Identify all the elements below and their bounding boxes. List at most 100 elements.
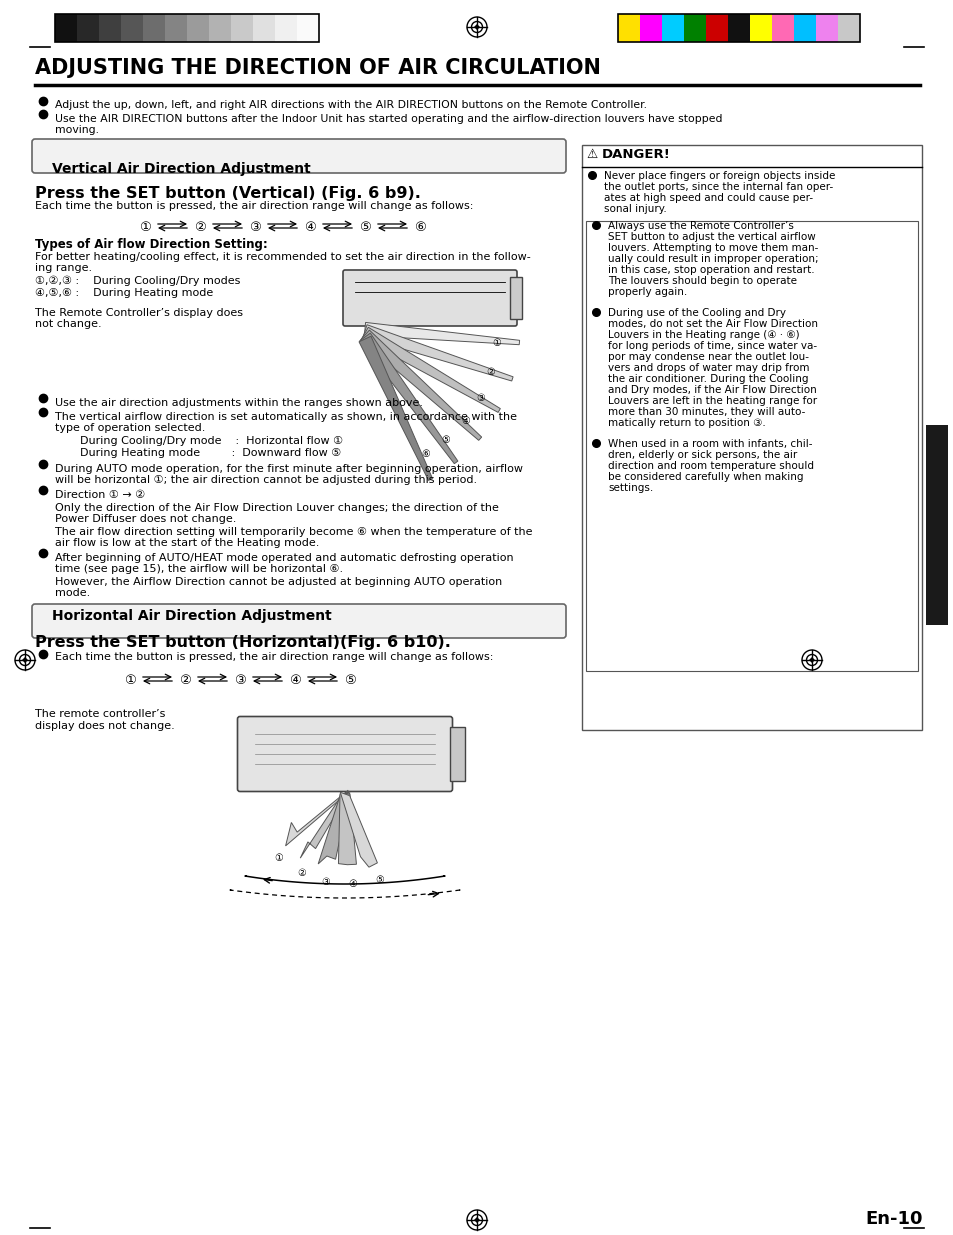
Bar [296,14,318,42]
Text: ①: ① [139,221,151,233]
Bar [727,14,749,42]
Text: The vertical airflow direction is set automatically as shown, in accordance with: The vertical airflow direction is set au… [55,412,517,422]
Text: ⑤: ⑤ [375,874,384,884]
Bar [793,14,815,42]
Bar [99,14,121,42]
Text: ing range.: ing range. [35,263,92,273]
Bar [705,14,727,42]
Text: Never place fingers or foreign objects inside: Never place fingers or foreign objects i… [603,170,835,182]
Bar [121,14,143,42]
Polygon shape [318,793,350,864]
Text: ①: ① [274,853,283,863]
Text: ③: ③ [476,393,484,403]
Bar [209,14,231,42]
Text: Use the AIR DIRECTION buttons after the Indoor Unit has started operating and th: Use the AIR DIRECTION buttons after the … [55,114,721,124]
Polygon shape [474,23,479,30]
Text: louvers. Attempting to move them man-: louvers. Attempting to move them man- [607,243,818,253]
Bar [815,14,837,42]
Text: mode.: mode. [55,588,91,598]
Text: be considered carefully when making: be considered carefully when making [607,472,802,482]
Text: For better heating/cooling effect, it is recommended to set the air direction in: For better heating/cooling effect, it is… [35,252,530,262]
Text: En-10: En-10 [864,1210,922,1228]
Text: will be horizontal ①; the air direction cannot be adjusted during this period.: will be horizontal ①; the air direction … [55,475,476,485]
Bar [510,277,521,319]
Polygon shape [808,657,814,663]
Text: time (see page 15), the airflow will be horizontal ⑥.: time (see page 15), the airflow will be … [55,564,343,574]
Text: Press the SET button (Horizontal)(Fig. 6 b10).: Press the SET button (Horizontal)(Fig. 6… [35,635,451,650]
Text: not change.: not change. [35,319,102,329]
Text: vers and drops of water may drip from: vers and drops of water may drip from [607,363,809,373]
Text: The air flow direction setting will temporarily become ⑥ when the temperature of: The air flow direction setting will temp… [55,527,532,537]
Text: When used in a room with infants, chil-: When used in a room with infants, chil- [607,438,812,450]
Text: ②: ② [296,868,305,878]
Text: DANGER!: DANGER! [601,148,670,161]
FancyBboxPatch shape [581,144,921,730]
Text: Louvers in the Heating range (④ · ⑥): Louvers in the Heating range (④ · ⑥) [607,330,799,340]
Bar [618,14,639,42]
Text: ②: ② [179,674,191,687]
Text: for long periods of time, since water va-: for long periods of time, since water va… [607,341,817,351]
Bar [683,14,705,42]
Text: ④: ④ [348,879,356,889]
Text: Always use the Remote Controller’s: Always use the Remote Controller’s [607,221,793,231]
Text: SET button to adjust the vertical airflow: SET button to adjust the vertical airflo… [607,232,815,242]
Text: During use of the Cooling and Dry: During use of the Cooling and Dry [607,308,785,317]
Text: Only the direction of the Air Flow Direction Louver changes; the direction of th: Only the direction of the Air Flow Direc… [55,503,498,513]
Bar [55,14,318,42]
Polygon shape [22,657,28,663]
Bar [925,425,947,625]
Polygon shape [361,327,499,412]
Text: The Remote Controller’s display does: The Remote Controller’s display does [35,308,243,317]
Text: moving.: moving. [55,125,99,135]
Polygon shape [360,330,481,441]
Bar [77,14,99,42]
Bar [450,727,464,781]
Bar [55,14,77,42]
Text: The remote controller’s: The remote controller’s [35,709,165,719]
Text: the air conditioner. During the Cooling: the air conditioner. During the Cooling [607,374,807,384]
Text: more than 30 minutes, they will auto-: more than 30 minutes, they will auto- [607,408,804,417]
Bar [143,14,165,42]
Polygon shape [474,1216,479,1223]
Bar [165,14,187,42]
Text: properly again.: properly again. [607,287,686,296]
FancyBboxPatch shape [343,270,517,326]
FancyBboxPatch shape [237,716,452,792]
Text: the outlet ports, since the internal fan oper-: the outlet ports, since the internal fan… [603,182,832,191]
Text: Horizontal Air Direction Adjustment: Horizontal Air Direction Adjustment [52,609,332,622]
Polygon shape [285,790,348,846]
FancyBboxPatch shape [32,140,565,173]
FancyBboxPatch shape [32,604,565,638]
Bar [618,14,859,42]
Text: Vertical Air Direction Adjustment: Vertical Air Direction Adjustment [52,162,311,177]
Text: type of operation selected.: type of operation selected. [55,424,205,433]
Text: ④: ④ [289,674,300,687]
Bar [639,14,661,42]
Text: ⑥: ⑥ [414,221,425,233]
Text: ⑥: ⑥ [420,450,430,459]
Text: dren, elderly or sick persons, the air: dren, elderly or sick persons, the air [607,450,797,459]
Text: After beginning of AUTO/HEAT mode operated and automatic defrosting operation: After beginning of AUTO/HEAT mode operat… [55,553,513,563]
Text: Press the SET button (Vertical) (Fig. 6 b9).: Press the SET button (Vertical) (Fig. 6 … [35,186,420,201]
Polygon shape [362,325,513,380]
Text: The louvers should begin to operate: The louvers should begin to operate [607,275,796,287]
Text: display does not change.: display does not change. [35,721,174,731]
Bar [253,14,274,42]
Bar [661,14,683,42]
Text: ⑤: ⑤ [344,674,355,687]
Text: sonal injury.: sonal injury. [603,204,666,214]
Text: Direction ① → ②: Direction ① → ② [55,490,145,500]
Text: ①,②,③ :    During Cooling/Dry modes: ①,②,③ : During Cooling/Dry modes [35,275,240,287]
Bar [749,14,771,42]
Text: Each time the button is pressed, the air direction range will change as follows:: Each time the button is pressed, the air… [55,652,493,662]
Text: matically return to position ③.: matically return to position ③. [607,417,765,429]
Text: ⑤: ⑤ [358,221,371,233]
Text: ④,⑤,⑥ :    During Heating mode: ④,⑤,⑥ : During Heating mode [35,288,213,298]
Text: ②: ② [193,221,206,233]
Text: and Dry modes, if the Air Flow Direction: and Dry modes, if the Air Flow Direction [607,385,816,395]
Text: Power Diffuser does not change.: Power Diffuser does not change. [55,514,236,524]
Bar [187,14,209,42]
Text: ①: ① [124,674,135,687]
Text: ①: ① [492,338,500,348]
Text: ⚠: ⚠ [585,148,597,161]
